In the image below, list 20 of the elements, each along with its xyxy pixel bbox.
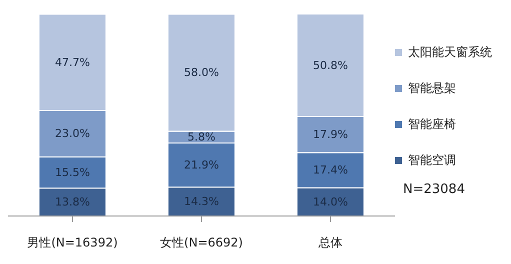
legend-label: 太阳能天窗系统 [408,44,492,60]
data-label: 5.8% [187,130,216,144]
data-label: 23.0% [54,127,90,140]
x-tick-label: 男性(N=16392) [27,236,118,250]
data-label: 58.0% [184,66,219,80]
data-label: 17.4% [312,164,348,177]
legend-label: 智能悬架 [408,80,456,96]
text: N=23084 [403,182,466,197]
data-label: 15.5% [54,166,90,180]
data-label: 17.9% [312,128,348,142]
x-tick-label: 总体 [318,236,342,250]
data-label: 14.3% [184,195,219,208]
legend-label: 智能座椅 [408,116,456,132]
data-label: 14.0% [312,195,348,208]
legend-label: 智能空调 [408,152,456,168]
x-tick-label: 女性(N=6692) [160,236,243,250]
data-label: 21.9% [184,158,219,172]
data-label: 50.8% [312,58,348,72]
data-label: 47.7% [54,56,90,69]
data-label: 13.8% [54,196,90,209]
